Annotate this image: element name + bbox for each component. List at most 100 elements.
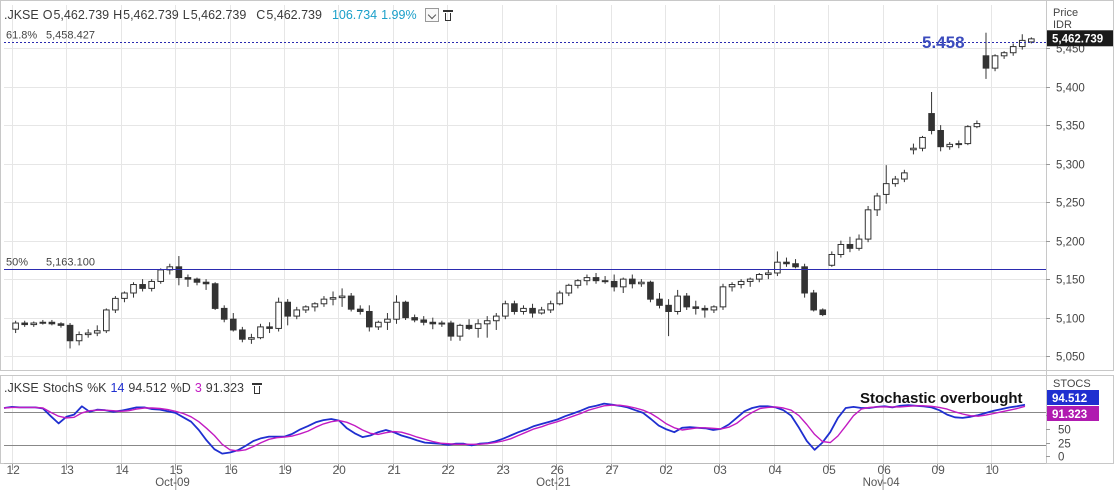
day-label: 20 <box>333 463 347 477</box>
stoch-axis-title: STOCS <box>1053 378 1091 390</box>
candle-down <box>792 263 799 268</box>
candle-up <box>919 136 926 149</box>
candle-up <box>737 280 745 286</box>
candle-up <box>882 183 890 195</box>
candle-up <box>438 322 446 325</box>
candle-up <box>674 295 681 312</box>
candle-down <box>647 281 654 300</box>
candle-up <box>483 320 491 325</box>
candle-down <box>266 326 273 329</box>
day-label: 16 <box>225 463 239 477</box>
candle-down <box>66 324 74 342</box>
candle-up <box>148 280 155 289</box>
candle-down <box>184 277 192 280</box>
candle-down <box>420 319 428 323</box>
close-value: 5,462.739 <box>266 8 322 22</box>
day-label: 19 <box>279 463 293 477</box>
day-label: 09 <box>932 463 946 477</box>
candle-down <box>284 301 292 317</box>
candle-down <box>429 321 437 325</box>
candle-up <box>257 326 264 339</box>
trash-icon[interactable] <box>252 382 262 394</box>
symbol-label[interactable]: .JKSE <box>4 8 39 22</box>
candle-down <box>139 284 146 289</box>
candle-down <box>601 280 609 283</box>
last-price-tag <box>1047 30 1113 47</box>
candle-up <box>728 284 736 288</box>
price-tick-label: 5,050 <box>1056 352 1085 364</box>
candle-down <box>365 310 373 328</box>
candle-up <box>393 301 400 320</box>
candle-up <box>248 337 255 340</box>
candle-down <box>701 307 709 311</box>
candle-down <box>193 278 201 283</box>
month-label: Oct-09 <box>155 477 190 489</box>
candle-down <box>239 329 246 340</box>
candle-down <box>982 55 990 69</box>
candle-up <box>293 309 301 317</box>
candle-up <box>75 334 83 342</box>
candle-down <box>692 306 700 309</box>
candle-up <box>746 278 754 282</box>
candle-down <box>465 324 473 329</box>
candle-up <box>538 309 545 314</box>
stoch-k-line <box>3 402 1026 455</box>
candle-down <box>402 301 409 319</box>
candle-up <box>828 253 836 266</box>
candle-up <box>837 243 845 255</box>
candle-up <box>556 292 564 305</box>
month-label: Nov-04 <box>863 477 901 489</box>
price-tick-label: 5,250 <box>1056 198 1085 210</box>
stoch-k-tag <box>1047 390 1099 405</box>
chevron-down-icon[interactable] <box>424 8 439 22</box>
candle-up <box>583 277 591 282</box>
price-axis-unit: IDR <box>1053 19 1072 31</box>
candle-up <box>855 238 863 249</box>
candle-up <box>565 284 573 294</box>
candle-up <box>765 272 772 276</box>
candle-up <box>384 318 391 323</box>
candle-down <box>229 318 237 331</box>
candle-down <box>411 317 418 321</box>
candle-down <box>57 323 65 326</box>
candle-down <box>665 304 672 312</box>
candle-up <box>338 295 346 299</box>
candle-up <box>1028 38 1035 43</box>
stoch-symbol[interactable]: .JKSE <box>4 381 39 395</box>
candle-up <box>638 281 645 285</box>
candle-down <box>447 322 455 337</box>
trash-icon[interactable] <box>442 9 453 21</box>
day-label: 12 <box>7 463 21 477</box>
day-label: 05 <box>823 463 837 477</box>
price-tick-label: 5,100 <box>1056 314 1085 326</box>
stochastic-series <box>3 402 1046 455</box>
candle-down <box>610 280 618 288</box>
candle-up <box>12 322 19 330</box>
candle-down <box>48 321 56 325</box>
candle-up <box>710 306 718 311</box>
candle-up <box>1018 39 1026 48</box>
candle-down <box>529 307 536 314</box>
candle-up <box>320 298 328 305</box>
fib-level-value: 5,163.100 <box>46 257 95 269</box>
candle-down <box>175 266 183 279</box>
ohlc-header: .JKSE O 5,462.739 H 5,462.739 L 5,462.73… <box>4 6 457 24</box>
candle-up <box>492 315 500 322</box>
candle-up <box>103 309 110 332</box>
candle-up <box>574 280 582 286</box>
high-value: 5,462.739 <box>123 8 179 22</box>
time-axis: 12 13 14 15 16 19 20 21 22 23 26 27 02 03 04 05 06 09 10 Oc… <box>4 463 1046 490</box>
day-label: 14 <box>116 463 130 477</box>
stoch-name: StochS <box>42 381 84 395</box>
month-label: Oct-21 <box>536 477 571 489</box>
stochastic-annotation: Stochastic overbought <box>860 390 1023 407</box>
stoch-d-tag-value: 91.323 <box>1052 409 1087 421</box>
stoch-k-period: 14 <box>110 381 125 395</box>
close-label: C <box>256 8 266 22</box>
candle-down <box>801 266 808 294</box>
candle-down <box>202 281 210 285</box>
candle-up <box>864 209 872 240</box>
candle-up <box>329 297 337 300</box>
candle-up <box>520 307 527 312</box>
day-label: 15 <box>170 463 184 477</box>
